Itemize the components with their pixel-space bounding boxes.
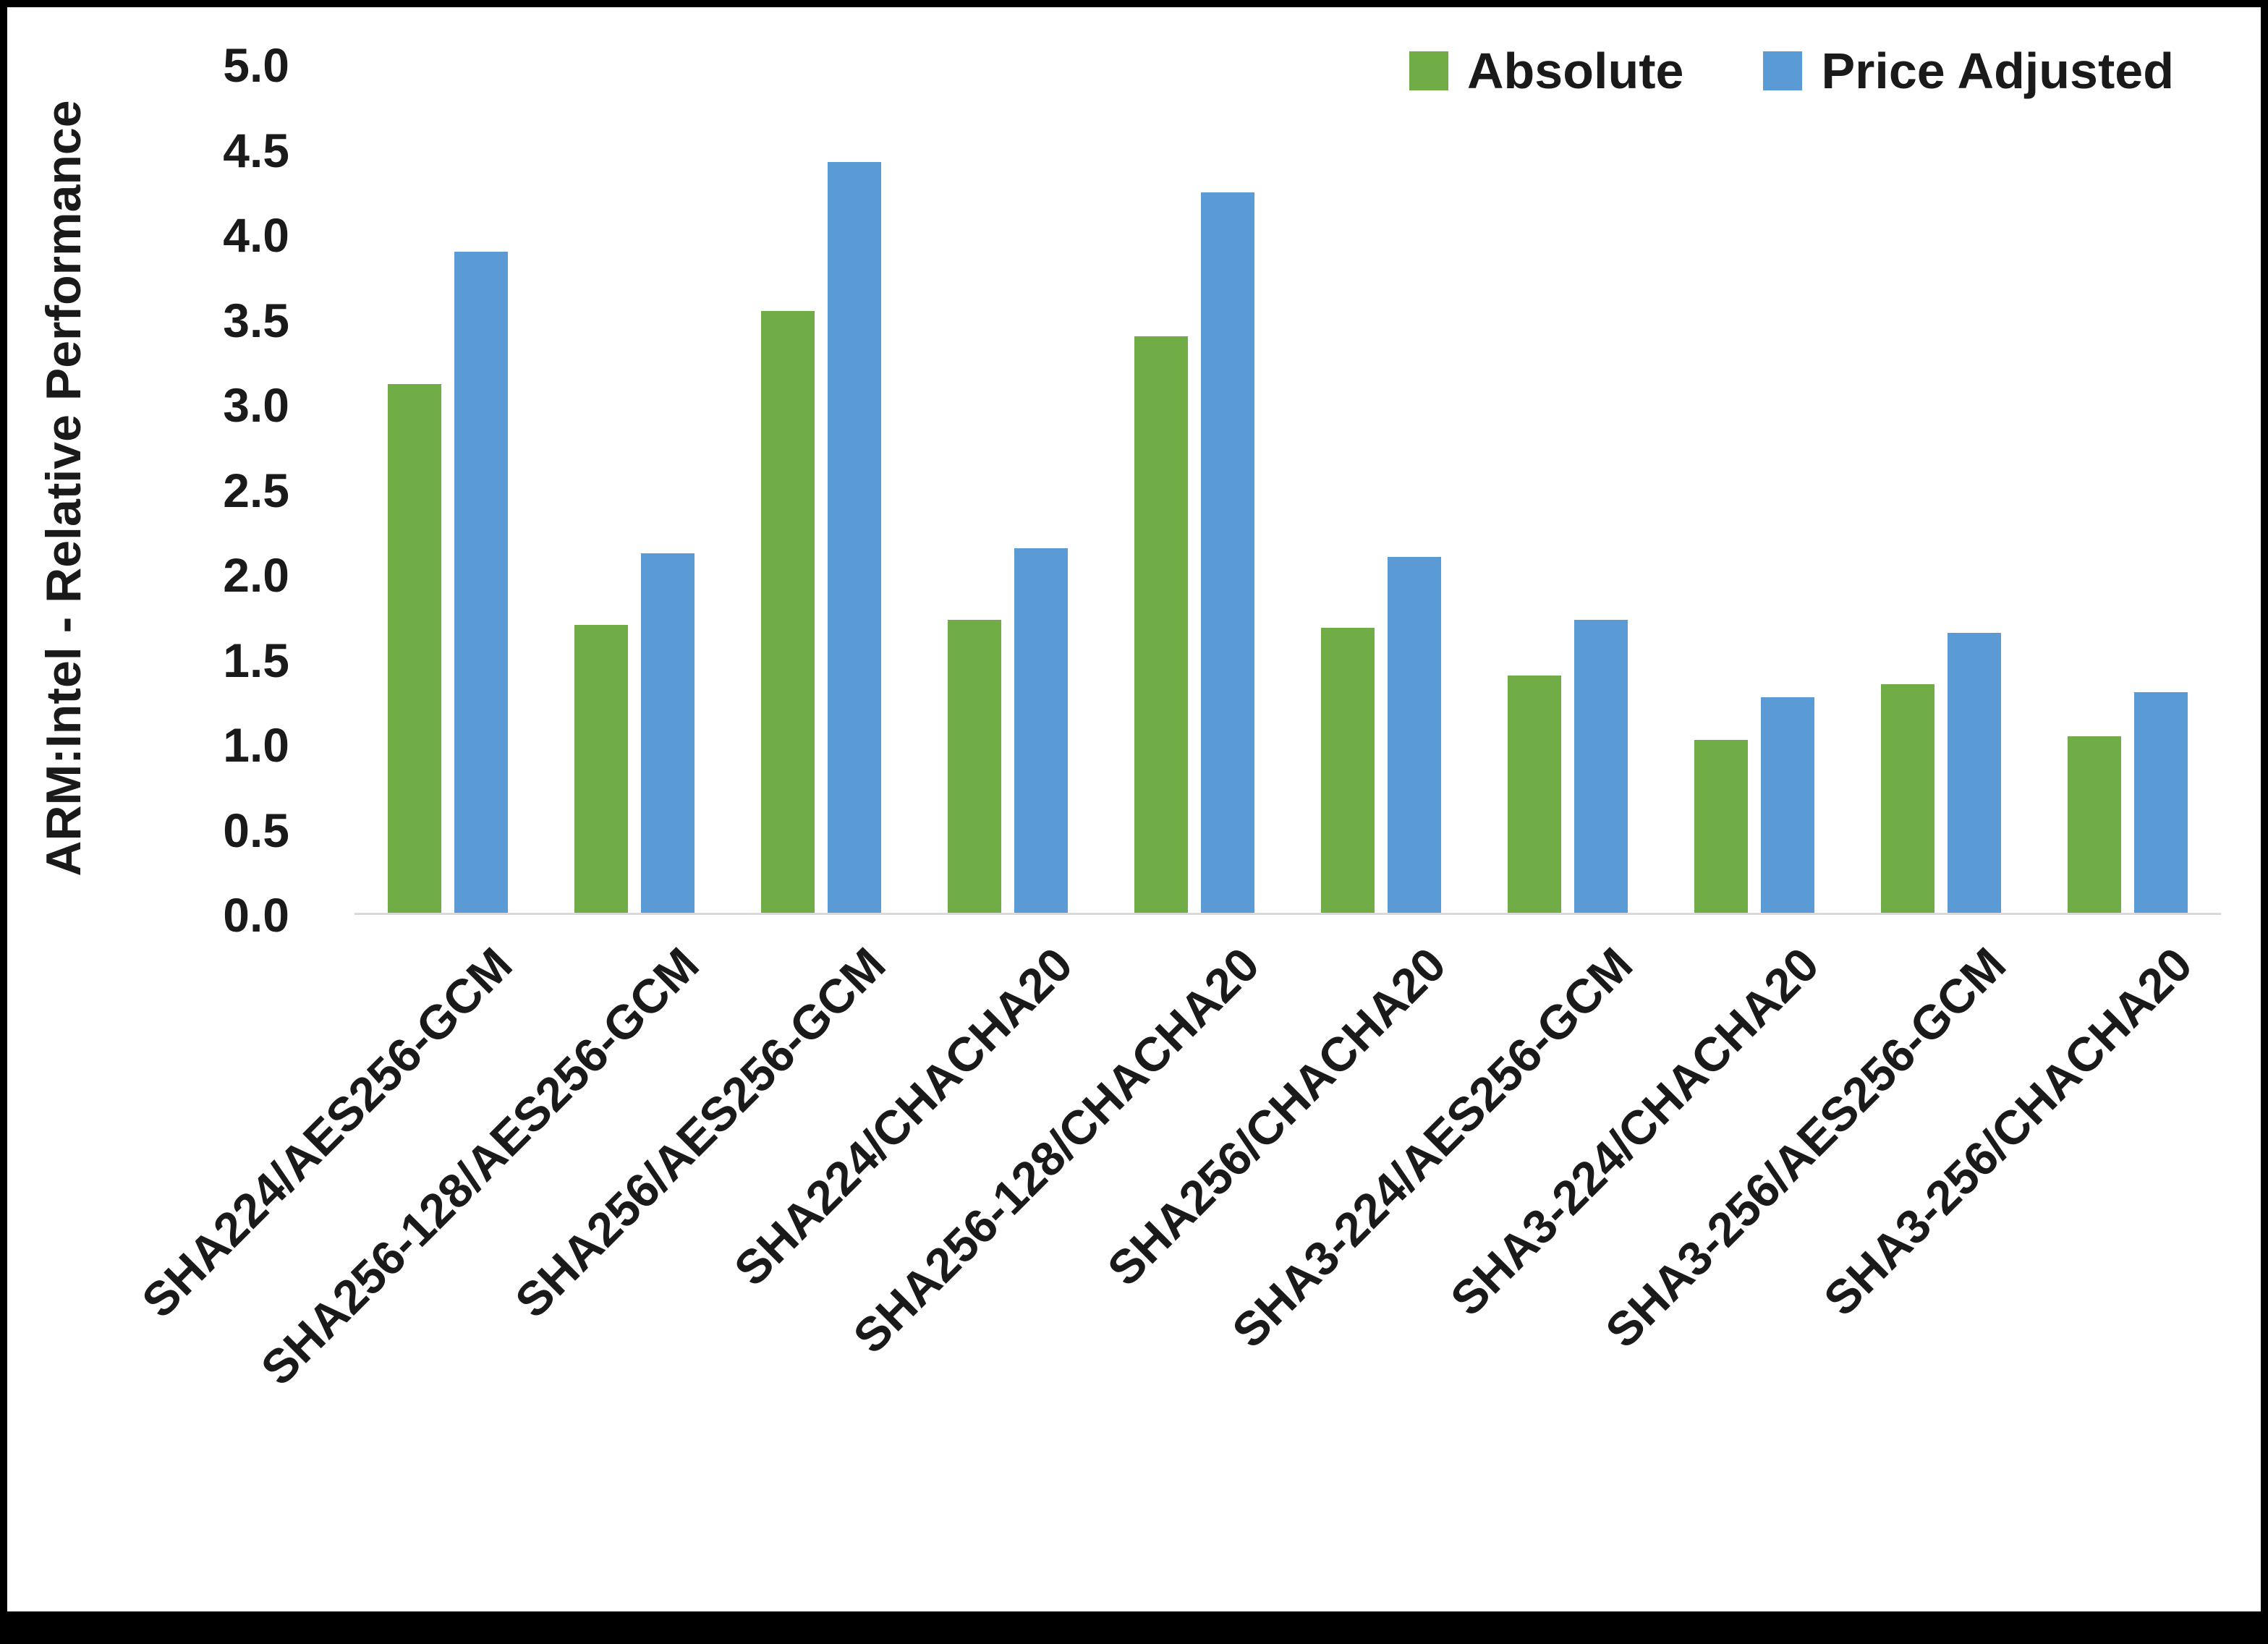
legend-label-price-adjusted: Price Adjusted xyxy=(1821,43,2174,99)
y-tick-label: 4.5 xyxy=(223,123,289,177)
bar-group xyxy=(914,65,1101,913)
bar-group xyxy=(1848,65,2034,913)
bar-absolute xyxy=(1881,683,1934,913)
bar-absolute xyxy=(1508,675,1561,913)
bar-price-adjusted xyxy=(828,161,881,913)
bar-absolute xyxy=(574,624,628,913)
y-tick-label: 0.0 xyxy=(223,888,289,942)
y-tick-label: 3.0 xyxy=(223,378,289,432)
bar-absolute xyxy=(1694,739,1748,913)
bar-absolute xyxy=(388,383,441,913)
y-tick-label: 4.0 xyxy=(223,208,289,262)
bar-group xyxy=(1288,65,1474,913)
y-tick-label: 2.5 xyxy=(223,463,289,517)
bar-absolute xyxy=(1134,336,1188,913)
legend-label-absolute: Absolute xyxy=(1467,43,1684,99)
price-adjusted-series-swatch-icon xyxy=(1763,51,1803,90)
x-axis-labels: SHA224/AES256-GCM SHA256-128/AES256-GCM SH… xyxy=(132,937,2221,1551)
x-category-label: SHA224/CHACHA20 xyxy=(723,937,1083,1296)
bar-price-adjusted xyxy=(641,553,695,913)
y-axis-title: ARM:Intel - Relative Performance xyxy=(36,100,91,877)
bar-absolute xyxy=(948,619,1001,913)
x-category-label: SHA256/CHACHA20 xyxy=(1097,937,1456,1296)
y-tick-label: 5.0 xyxy=(223,38,289,92)
bar-price-adjusted xyxy=(1948,633,2001,913)
bar-group xyxy=(728,65,914,913)
legend: Absolute Price Adjusted xyxy=(1409,42,2174,100)
bar-price-adjusted xyxy=(1388,556,1441,913)
bar-price-adjusted xyxy=(1201,192,1254,913)
bar-group xyxy=(1101,65,1288,913)
bar-group xyxy=(1661,65,1848,913)
bar-price-adjusted xyxy=(454,251,508,913)
y-axis-ticks: 0.0 0.5 1.0 1.5 2.0 2.5 3.0 3.5 4.0 4.5 5.0 xyxy=(109,41,289,939)
y-tick-label: 2.0 xyxy=(223,548,289,602)
bar-absolute xyxy=(1321,628,1375,913)
bar-group xyxy=(1474,65,1661,913)
bar-price-adjusted xyxy=(2134,692,2188,913)
bar-group xyxy=(2034,65,2221,913)
y-tick-label: 0.5 xyxy=(223,803,289,857)
bar-group xyxy=(541,65,728,913)
bar-price-adjusted xyxy=(1014,548,1068,913)
bar-price-adjusted xyxy=(1574,619,1628,913)
bar-absolute xyxy=(761,310,815,913)
bar-group xyxy=(354,65,541,913)
bar-absolute xyxy=(2068,736,2121,913)
legend-item-price-adjusted: Price Adjusted xyxy=(1763,42,2174,100)
x-category-label: SHA3-224/CHACHA20 xyxy=(1440,937,1830,1326)
y-tick-label: 3.5 xyxy=(223,293,289,347)
y-tick-label: 1.5 xyxy=(223,633,289,687)
x-category-label: SHA256/AES256-GCM xyxy=(505,937,896,1328)
x-category-label: SHA3-256/CHACHA20 xyxy=(1813,937,2203,1326)
absolute-series-swatch-icon xyxy=(1409,51,1448,90)
legend-item-absolute: Absolute xyxy=(1409,42,1683,100)
y-tick-label: 1.0 xyxy=(223,718,289,772)
x-category-label: SHA224/AES256-GCM xyxy=(132,937,523,1328)
bar-price-adjusted xyxy=(1761,697,1814,913)
plot-area xyxy=(354,65,2221,915)
